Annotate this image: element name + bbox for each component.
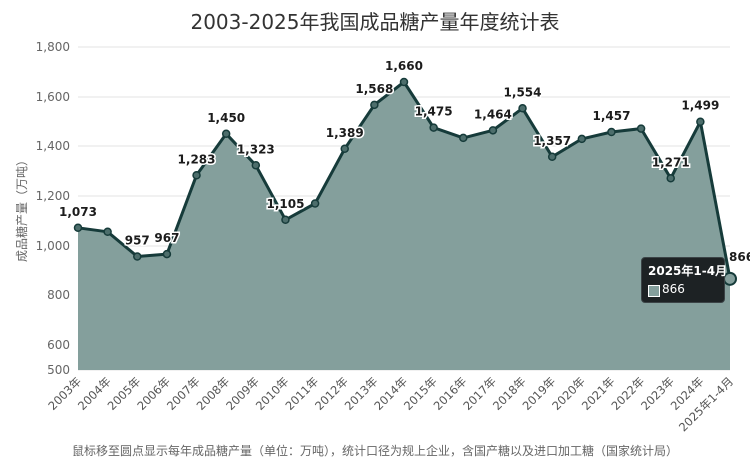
- data-label: 1,554: [504, 85, 542, 99]
- chart-title: 2003-2025年我国成品糖产量年度统计表: [190, 10, 560, 34]
- data-label: 1,450: [207, 111, 245, 125]
- data-point[interactable]: [577, 134, 587, 144]
- data-point[interactable]: [636, 124, 646, 133]
- data-point[interactable]: [518, 104, 527, 113]
- y-tick-label: 1,400: [36, 139, 70, 153]
- tooltip-value: 866: [662, 282, 685, 296]
- area-fill: [78, 82, 730, 370]
- data-point[interactable]: [370, 100, 379, 110]
- data-label: 1,271: [652, 155, 690, 169]
- data-label: 1,105: [266, 197, 304, 211]
- data-point[interactable]: [340, 144, 349, 153]
- data-point[interactable]: [607, 127, 616, 137]
- data-label: 1,323: [237, 142, 275, 156]
- data-point[interactable]: [281, 215, 290, 224]
- data-label: 1,457: [592, 109, 630, 123]
- data-point[interactable]: [103, 227, 112, 236]
- data-point[interactable]: [251, 161, 261, 170]
- data-point[interactable]: [399, 77, 409, 87]
- data-point[interactable]: [192, 171, 201, 180]
- data-point[interactable]: [488, 126, 498, 135]
- y-tick-label: 800: [47, 288, 70, 302]
- data-label: 957: [125, 234, 150, 248]
- tooltip-swatch: [648, 285, 660, 297]
- y-tick-label: 1,000: [36, 239, 70, 253]
- tooltip-title: 2025年1-4月: [648, 264, 728, 278]
- data-label: 1,464: [474, 107, 512, 121]
- data-point[interactable]: [133, 252, 142, 261]
- y-tick-label: 1,200: [36, 189, 70, 203]
- data-point[interactable]: [666, 174, 675, 183]
- data-label: 1,357: [533, 134, 571, 148]
- data-label: 1,389: [326, 126, 364, 140]
- data-point[interactable]: [459, 133, 468, 143]
- data-label: 967: [154, 231, 179, 245]
- y-tick-label: 600: [47, 338, 70, 352]
- y-axis-label: 成品糖产量（万吨）: [14, 154, 29, 262]
- data-point[interactable]: [162, 249, 172, 259]
- data-label: 1,568: [355, 82, 393, 96]
- y-tick-label: 500: [47, 363, 70, 377]
- data-point[interactable]: [310, 199, 320, 208]
- data-point[interactable]: [696, 117, 705, 126]
- data-point[interactable]: [547, 152, 557, 161]
- y-tick-label: 1,600: [36, 90, 70, 104]
- data-label: 1,475: [415, 105, 453, 119]
- y-tick-label: 1,800: [36, 40, 70, 54]
- data-label: 1,073: [59, 205, 97, 219]
- data-point[interactable]: [429, 123, 438, 132]
- data-point[interactable]: [73, 223, 83, 232]
- data-label: 1,283: [178, 152, 216, 166]
- data-label: 866: [729, 250, 750, 264]
- data-point[interactable]: [221, 129, 231, 138]
- data-label: 1,499: [681, 99, 719, 113]
- data-tooltip: 2025年1-4月 866: [641, 257, 728, 303]
- data-label: 1,660: [385, 59, 423, 73]
- chart-footnote: 鼠标移至圆点显示每年成品糖产量（单位：万吨），统计口径为规上企业，含国产糖以及进…: [71, 444, 678, 458]
